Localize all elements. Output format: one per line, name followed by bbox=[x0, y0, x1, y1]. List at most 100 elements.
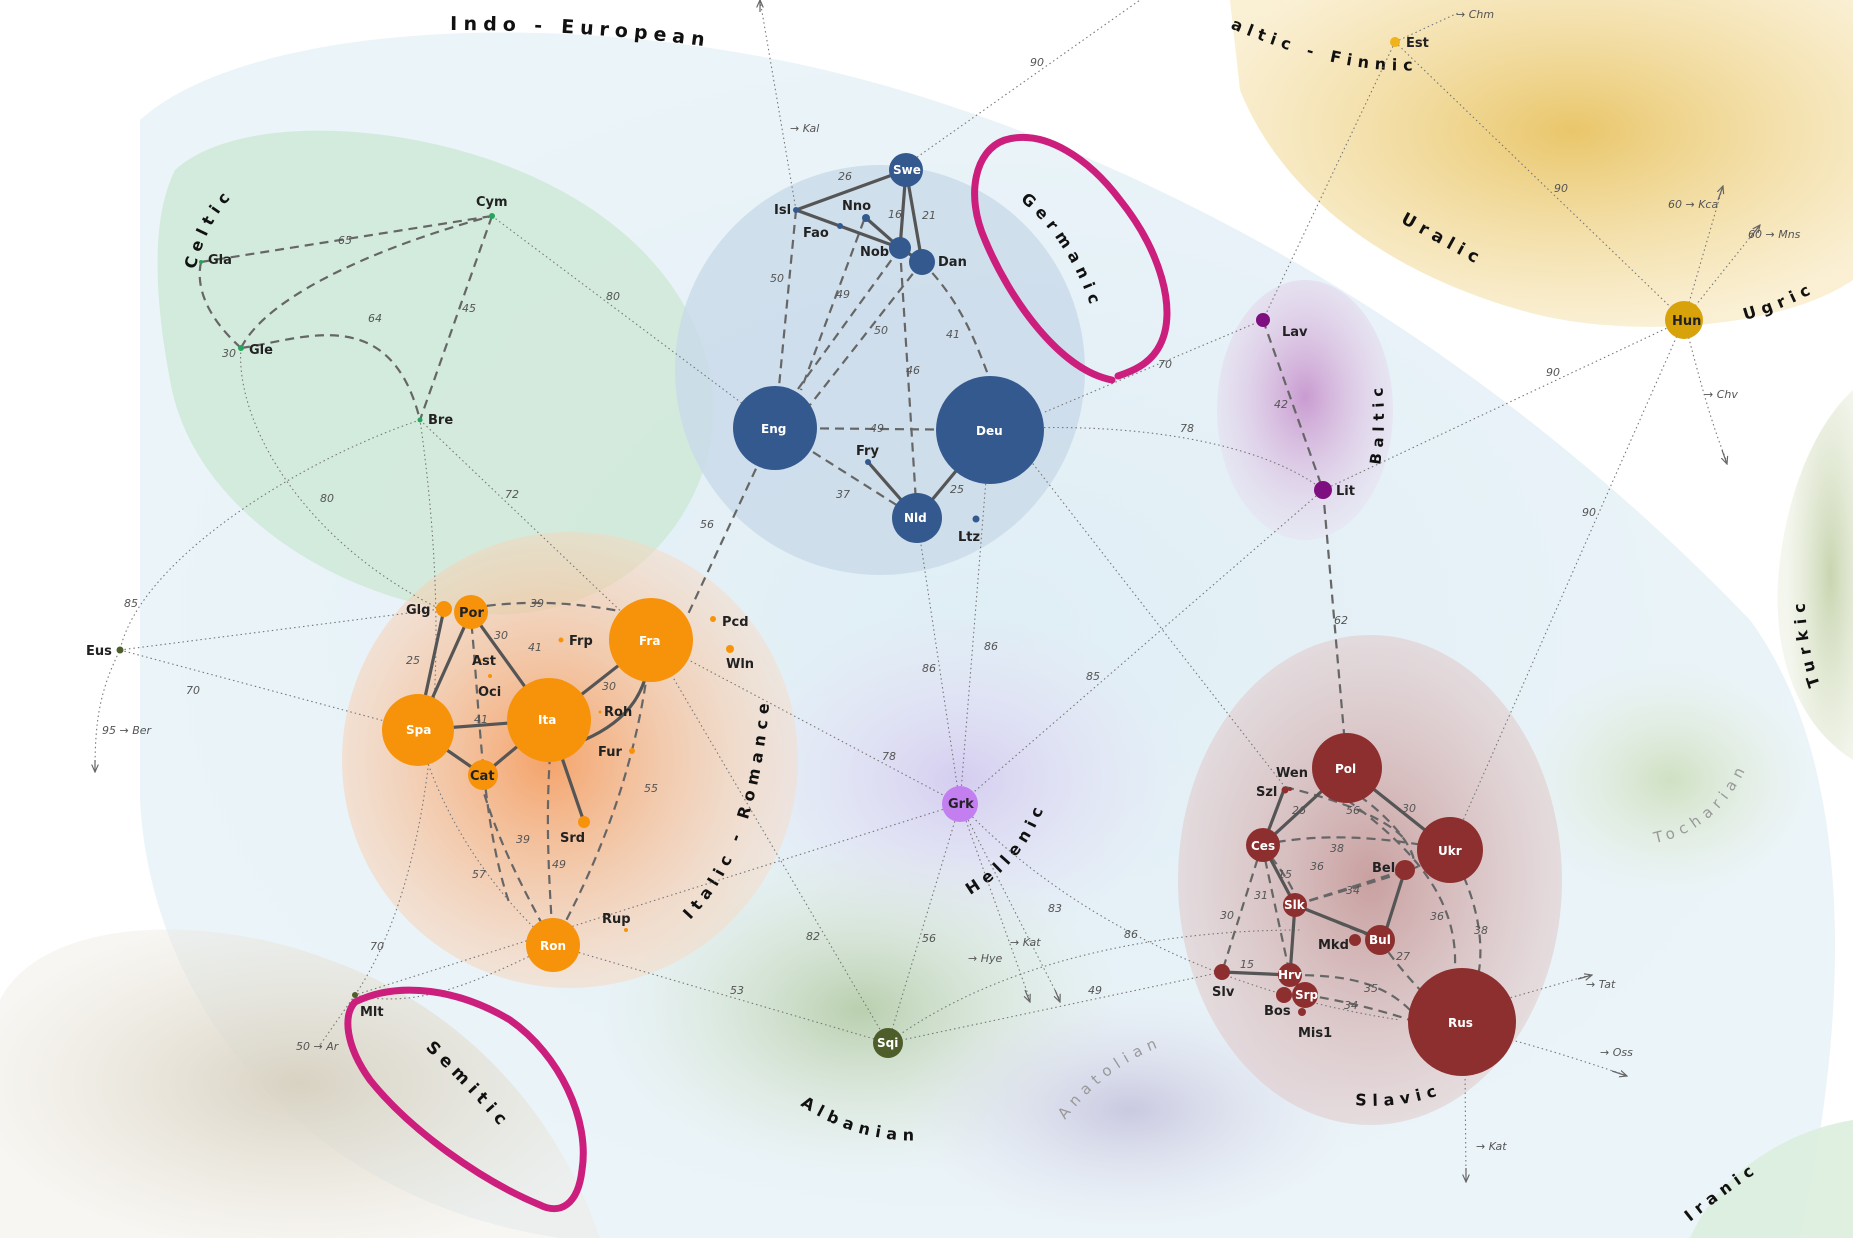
node-ron[interactable] bbox=[526, 918, 580, 972]
node-nob[interactable] bbox=[889, 237, 911, 259]
node-label: Slk bbox=[1284, 898, 1306, 912]
edge-label: 16 bbox=[888, 208, 902, 221]
region-tocharian bbox=[1520, 660, 1820, 900]
node-ukr[interactable] bbox=[1417, 817, 1483, 883]
link-rus-kat bbox=[1464, 1069, 1467, 1181]
node-cym[interactable] bbox=[489, 213, 495, 219]
edge-label: 78 bbox=[1180, 422, 1194, 435]
node-rup[interactable] bbox=[624, 928, 628, 932]
edge-label: 56 bbox=[922, 932, 936, 945]
link-mlt-ar bbox=[319, 994, 356, 1046]
node-sqi[interactable] bbox=[873, 1028, 903, 1058]
node-isl[interactable] bbox=[793, 207, 799, 213]
edge-label: 50 bbox=[874, 324, 888, 337]
node-label: Slv bbox=[1212, 985, 1235, 1000]
node-lit[interactable] bbox=[1314, 481, 1332, 499]
external-label: → Chm bbox=[1456, 8, 1494, 21]
node-label: Pcd bbox=[722, 615, 749, 630]
node-label: Ast bbox=[472, 654, 496, 669]
node-roh[interactable] bbox=[598, 710, 602, 714]
node-label: Spa bbox=[406, 723, 431, 737]
edge-label: 38 bbox=[1474, 924, 1488, 937]
node-oci[interactable] bbox=[488, 674, 492, 678]
node-label: Fur bbox=[598, 745, 622, 760]
node-nno[interactable] bbox=[862, 214, 870, 222]
annotation-circle-semitic bbox=[344, 986, 587, 1213]
node-swe[interactable] bbox=[889, 153, 923, 187]
node-dan[interactable] bbox=[909, 249, 935, 275]
node-gla[interactable] bbox=[199, 260, 203, 264]
edge-label: 42 bbox=[1274, 398, 1288, 411]
node-frp[interactable] bbox=[558, 637, 564, 643]
node-ast[interactable] bbox=[478, 658, 482, 662]
node-wln[interactable] bbox=[726, 645, 734, 653]
node-ltz[interactable] bbox=[972, 515, 980, 523]
node-hun[interactable] bbox=[1665, 301, 1703, 339]
node-wen[interactable] bbox=[1288, 787, 1292, 791]
node-slv[interactable] bbox=[1214, 964, 1230, 980]
node-label: Fra bbox=[639, 634, 660, 648]
node-mlt[interactable] bbox=[352, 992, 358, 998]
node-label: Bre bbox=[428, 413, 453, 428]
node-label: Ita bbox=[538, 713, 556, 727]
node-label: Srp bbox=[1295, 988, 1319, 1002]
node-mkd[interactable] bbox=[1349, 934, 1361, 946]
node-spa[interactable] bbox=[382, 694, 454, 766]
node-label: Ltz bbox=[958, 530, 980, 545]
edge-label: 90 bbox=[1030, 56, 1044, 69]
node-label: Frp bbox=[569, 634, 593, 649]
node-glg[interactable] bbox=[436, 601, 452, 617]
node-srp[interactable] bbox=[1292, 982, 1318, 1008]
edge-label: 86 bbox=[984, 640, 998, 653]
node-eus[interactable] bbox=[116, 646, 124, 654]
node-srd[interactable] bbox=[578, 816, 590, 828]
node-pcd[interactable] bbox=[710, 616, 716, 622]
node-bre[interactable] bbox=[417, 417, 423, 423]
node-ita[interactable] bbox=[507, 678, 591, 762]
link-hun-ukr bbox=[1449, 319, 1685, 851]
node-bos[interactable] bbox=[1276, 987, 1292, 1003]
node-label: Gle bbox=[249, 343, 273, 358]
edge-label: 34 bbox=[1346, 884, 1360, 897]
external-label: → Chv bbox=[1704, 388, 1738, 401]
annotation-circle-germanic bbox=[971, 133, 1171, 384]
node-hrv[interactable] bbox=[1278, 963, 1302, 987]
node-label: Rus bbox=[1448, 1016, 1473, 1030]
node-szl[interactable] bbox=[1281, 786, 1289, 794]
node-fra[interactable] bbox=[609, 598, 693, 682]
edge-label: 78 bbox=[882, 750, 896, 763]
edge-label: 41 bbox=[528, 641, 542, 654]
edge-label: 64 bbox=[368, 312, 382, 325]
edge-label: 25 bbox=[406, 654, 420, 667]
node-por[interactable] bbox=[454, 595, 488, 629]
node-label: Swe bbox=[893, 163, 921, 177]
edge-label: 86 bbox=[922, 662, 936, 675]
edge-label: 25 bbox=[950, 483, 964, 496]
node-ces[interactable] bbox=[1246, 828, 1280, 862]
edge-label: 56 bbox=[1346, 804, 1360, 817]
node-lav[interactable] bbox=[1256, 313, 1270, 327]
external-label: → Kat bbox=[1476, 1140, 1507, 1153]
edge-label: 21 bbox=[922, 209, 936, 222]
node-grk[interactable] bbox=[942, 786, 978, 822]
node-nld[interactable] bbox=[892, 493, 942, 543]
node-label: Nno bbox=[842, 199, 871, 214]
node-eng[interactable] bbox=[733, 386, 817, 470]
node-slk[interactable] bbox=[1283, 893, 1307, 917]
node-fao[interactable] bbox=[837, 223, 843, 229]
node-est[interactable] bbox=[1390, 37, 1400, 47]
node-label: Ukr bbox=[1438, 844, 1462, 858]
external-label: → Tat bbox=[1586, 978, 1616, 991]
node-mis1[interactable] bbox=[1298, 1008, 1306, 1016]
node-rus[interactable] bbox=[1408, 968, 1516, 1076]
node-pol[interactable] bbox=[1312, 733, 1382, 803]
node-fur[interactable] bbox=[629, 748, 635, 754]
node-cat[interactable] bbox=[468, 760, 498, 790]
node-bel[interactable] bbox=[1395, 860, 1415, 880]
edge-label: 35 bbox=[1364, 982, 1378, 995]
node-label: Mis1 bbox=[1298, 1026, 1332, 1041]
node-bul[interactable] bbox=[1365, 925, 1395, 955]
node-gle[interactable] bbox=[238, 345, 244, 351]
node-fry[interactable] bbox=[865, 459, 871, 465]
node-deu[interactable] bbox=[936, 376, 1044, 484]
